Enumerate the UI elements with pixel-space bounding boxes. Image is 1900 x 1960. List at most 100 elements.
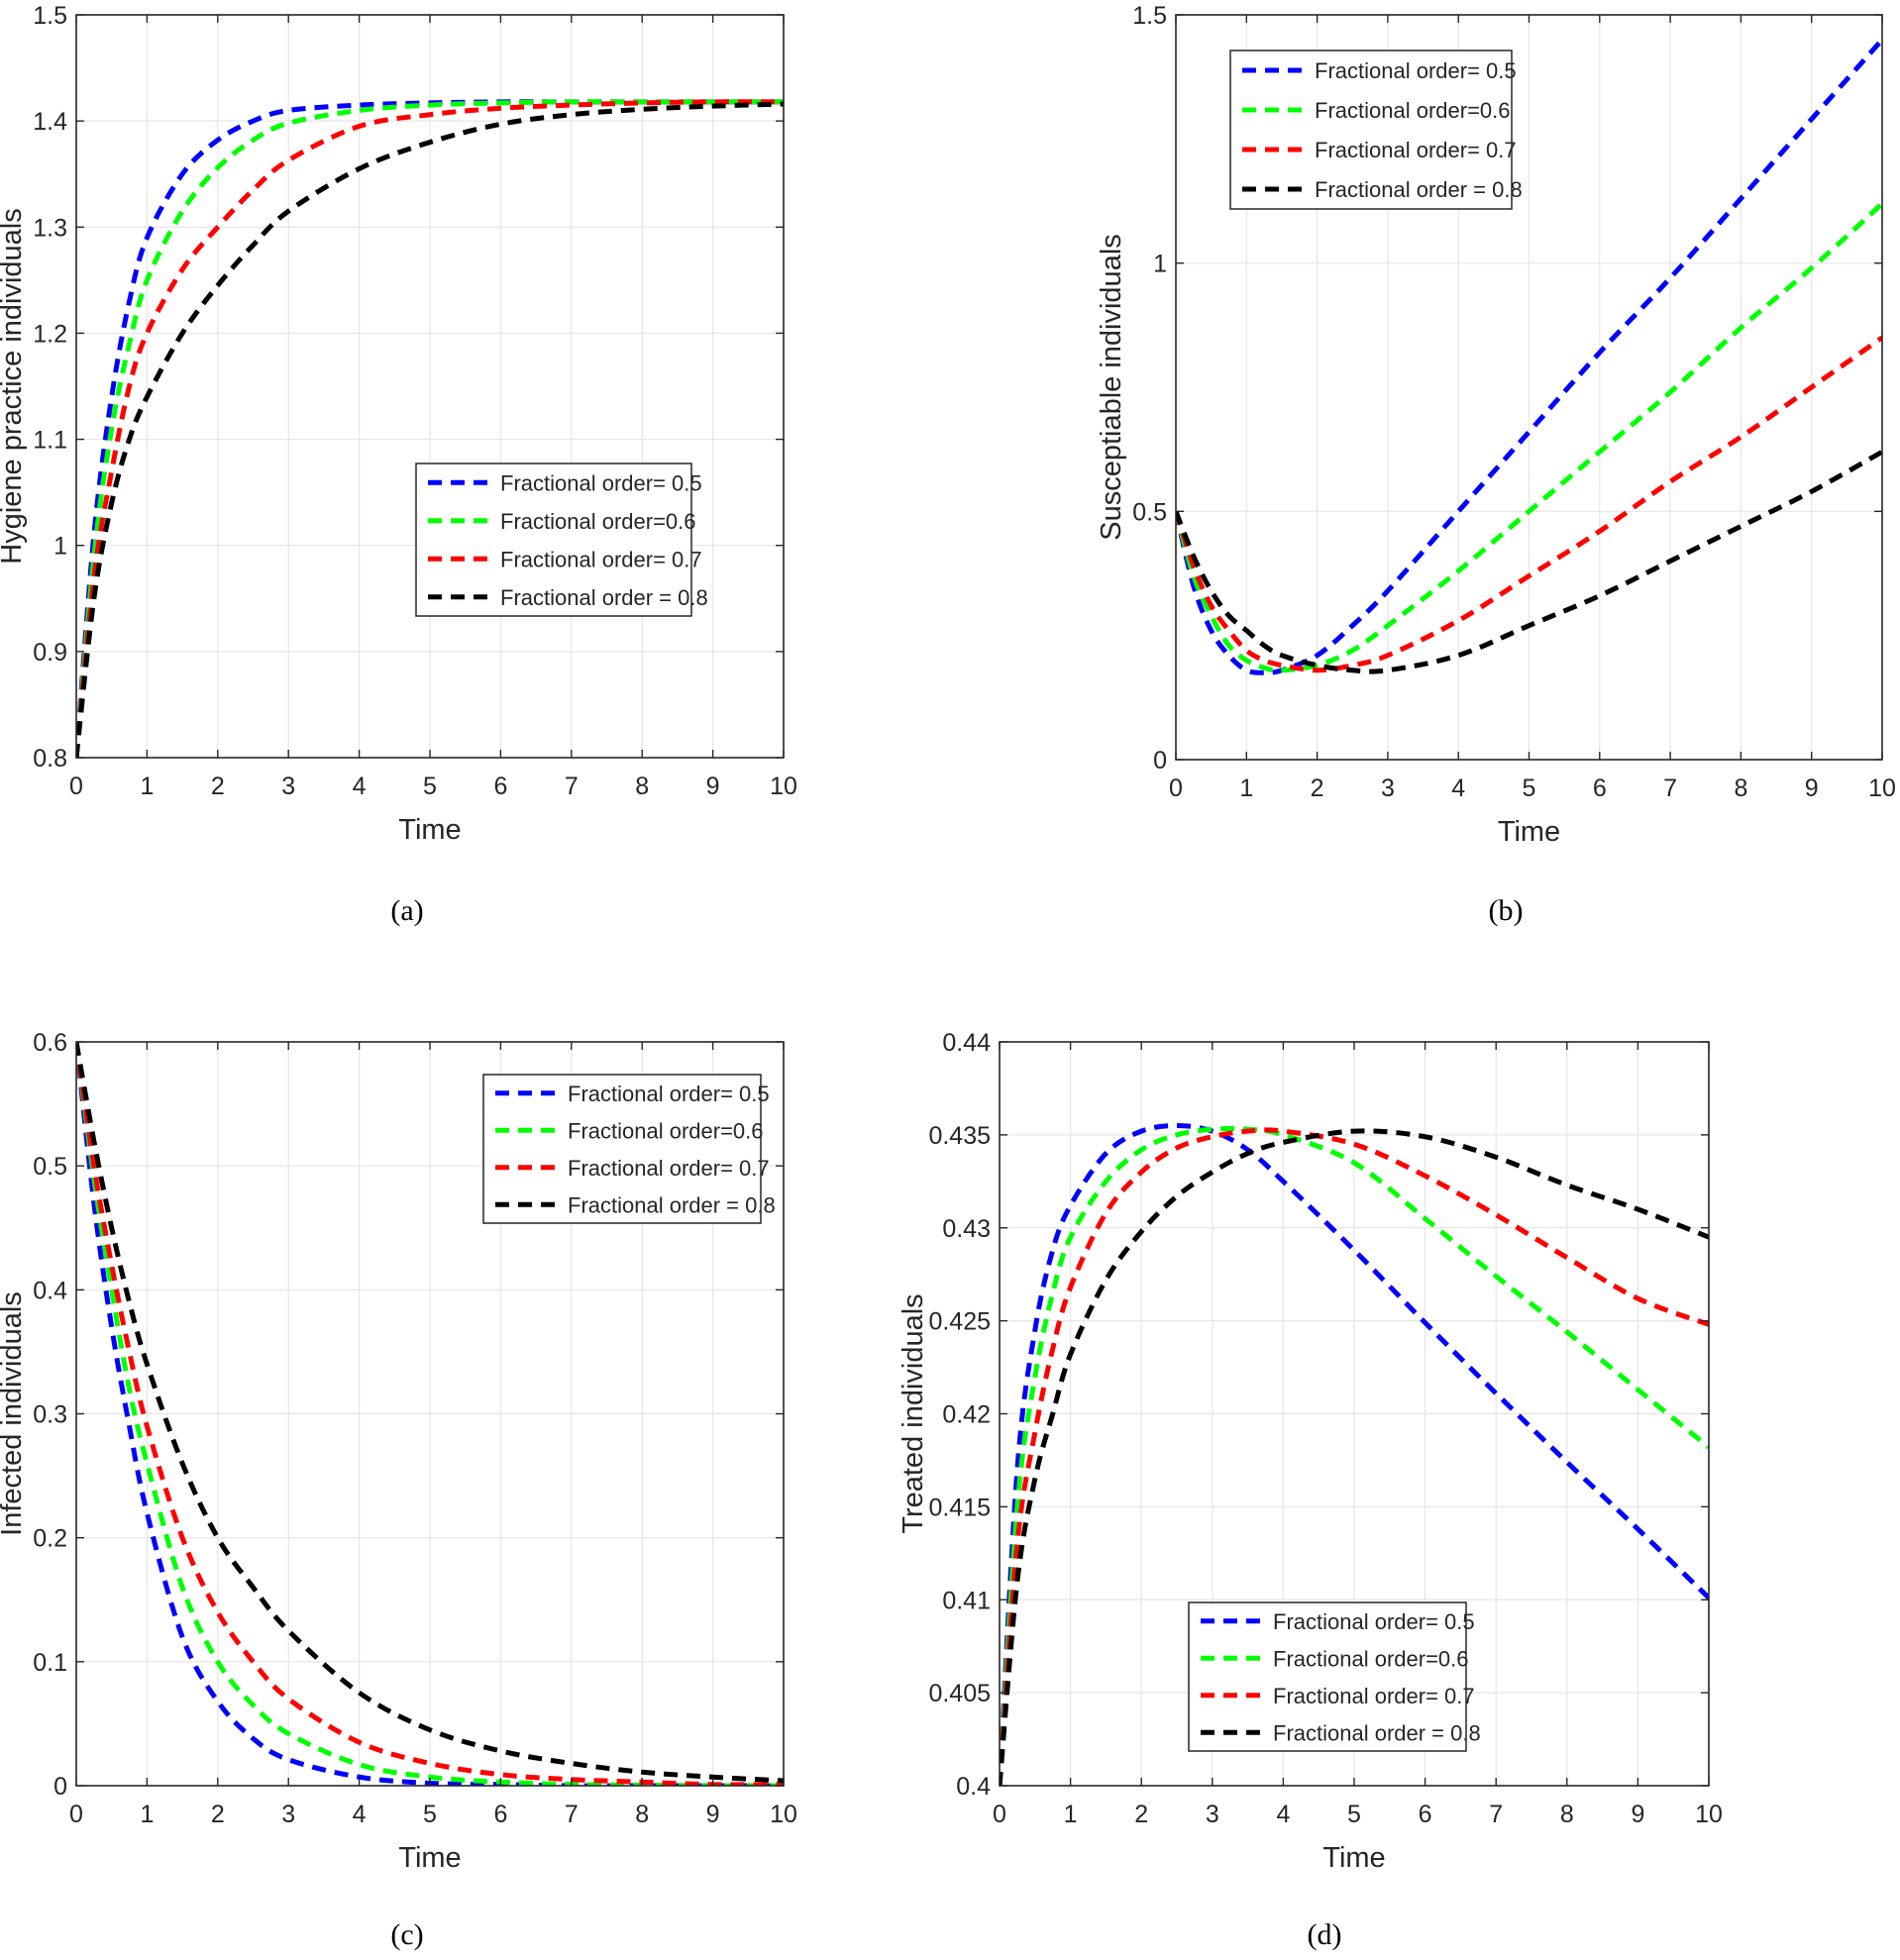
panel-caption: (b)	[1489, 894, 1524, 927]
x-tick-label: 1	[1239, 774, 1253, 802]
legend-label-2: Fractional order=0.6	[1315, 98, 1511, 123]
series-lines	[76, 1042, 784, 1786]
y-tick-label: 1.2	[33, 320, 67, 348]
y-tick-label: 0.8	[33, 745, 67, 773]
y-tick-label: 1.5	[1132, 2, 1167, 30]
series-line-2	[1000, 1126, 1709, 1786]
series-line-3	[1176, 335, 1882, 673]
series-line-4	[1000, 1128, 1709, 1786]
x-tick-label: 3	[281, 1801, 295, 1828]
y-tick-label: 1.1	[33, 427, 67, 455]
series-lines	[1176, 38, 1882, 675]
x-tick-label: 10	[1868, 774, 1896, 802]
legend-label-3: Fractional order= 0.7	[500, 547, 702, 571]
y-tick-label: 0.435	[928, 1122, 991, 1150]
y-tick-label: 1	[53, 533, 67, 561]
legend-label-4: Fractional order = 0.8	[568, 1192, 776, 1217]
y-tick-label: 0.1	[33, 1649, 67, 1677]
x-tick-label: 0	[69, 773, 83, 800]
x-tick-label: 5	[423, 773, 437, 800]
x-tick-label: 7	[565, 773, 579, 800]
x-tick-label: 4	[353, 1801, 367, 1828]
legend: Fractional order= 0.5 Fractional order=0.…	[1229, 50, 1523, 210]
y-tick-label: 0.2	[33, 1525, 67, 1553]
y-tick-label: 0.4	[956, 1773, 991, 1801]
y-tick-label: 1	[1153, 251, 1167, 278]
legend-label-1: Fractional order= 0.5	[1273, 1609, 1475, 1634]
x-tick-label: 0	[993, 1801, 1006, 1828]
x-tick-label: 3	[281, 773, 295, 800]
y-tick-label: 0.405	[928, 1680, 991, 1707]
x-tick-label: 8	[635, 1801, 649, 1828]
ticks: 0 1 2 3 4 5 6 7 8 9 10 0.4 0.405 0.41 0.415 0.42 0.425 0.…	[928, 1029, 1722, 1828]
x-axis-label: Time	[1322, 1842, 1385, 1874]
x-tick-label: 3	[1381, 774, 1395, 802]
x-tick-label: 7	[565, 1801, 579, 1828]
panel-caption: (a)	[390, 894, 423, 927]
series-line-1	[1176, 38, 1882, 675]
legend-box	[1188, 1601, 1467, 1752]
legend-label-2: Fractional order=0.6	[1273, 1646, 1469, 1671]
legend: Fractional order= 0.5 Fractional order=0.…	[1188, 1601, 1481, 1752]
x-tick-label: 2	[1134, 1801, 1148, 1828]
x-tick-label: 6	[1419, 1801, 1432, 1828]
y-tick-label: 0.41	[942, 1587, 991, 1614]
ticks: 0 1 2 3 4 5 6 7 8 9 10 0 0.1 0.2 0.3 0.4 0.5 0.6	[33, 1029, 797, 1828]
y-tick-label: 0.425	[928, 1308, 991, 1336]
x-tick-label: 8	[1734, 774, 1747, 802]
y-tick-label: 1.4	[33, 108, 67, 136]
legend-label-3: Fractional order= 0.7	[1315, 138, 1517, 162]
x-tick-label: 9	[706, 773, 720, 800]
y-tick-label: 0.5	[1132, 498, 1167, 526]
x-tick-label: 8	[1560, 1801, 1574, 1828]
legend-label-1: Fractional order= 0.5	[500, 470, 702, 495]
series-line-4	[76, 1042, 784, 1784]
series-lines	[1000, 1122, 1709, 1786]
legend-label-3: Fractional order= 0.7	[1273, 1684, 1475, 1708]
x-tick-label: 7	[1663, 774, 1677, 802]
y-tick-label: 0.6	[33, 1029, 67, 1057]
series-line-2	[1176, 201, 1882, 673]
series-line-4	[1176, 449, 1882, 674]
series-line-3	[1000, 1127, 1709, 1786]
legend-label-3: Fractional order= 0.7	[568, 1156, 770, 1181]
legend-label-2: Fractional order=0.6	[568, 1118, 764, 1143]
series-line-4	[76, 101, 784, 758]
legend-box	[482, 1074, 762, 1224]
x-tick-label: 10	[770, 1801, 797, 1828]
y-tick-label: 0.415	[928, 1494, 991, 1521]
series-line-1	[1000, 1122, 1709, 1786]
x-tick-label: 10	[1695, 1801, 1723, 1828]
x-tick-label: 5	[423, 1801, 437, 1828]
x-tick-label: 9	[706, 1801, 720, 1828]
x-tick-label: 9	[1631, 1801, 1644, 1828]
series-line-2	[76, 99, 784, 758]
chart-panel-c: 0 1 2 3 4 5 6 7 8 9 10 0 0.1 0.2 0.3 0.4 0.5 0.6 Time Infec…	[0, 1029, 797, 1951]
series-lines	[76, 99, 784, 758]
legend-label-1: Fractional order= 0.5	[568, 1082, 770, 1106]
x-tick-label: 1	[140, 1801, 154, 1828]
legend: Fractional order= 0.5 Fractional order=0.…	[415, 463, 708, 617]
x-tick-label: 9	[1805, 774, 1819, 802]
x-tick-label: 5	[1523, 774, 1536, 802]
x-tick-label: 0	[1169, 774, 1183, 802]
legend-label-4: Fractional order = 0.8	[500, 585, 708, 610]
ticks: 0 1 2 3 4 5 6 7 8 9 10 0 0.5 1 1.5	[1132, 2, 1896, 802]
x-tick-label: 3	[1206, 1801, 1219, 1828]
x-tick-label: 8	[635, 773, 649, 800]
grid	[1000, 1042, 1709, 1786]
x-tick-label: 2	[211, 1801, 225, 1828]
legend-label-4: Fractional order = 0.8	[1273, 1720, 1481, 1745]
y-axis-label: Infected individuals	[0, 1291, 28, 1536]
y-axis-label: Hygiene practice individuals	[0, 208, 28, 564]
y-tick-label: 0.5	[33, 1153, 67, 1181]
chart-panel-a: 0 1 2 3 4 5 6 7 8 9 10 0.8 0.9 1 1.1 1.2 1.3 1.4 1.5 Time Hy…	[0, 2, 797, 927]
x-axis-label: Time	[398, 814, 461, 846]
y-tick-label: 0.3	[33, 1401, 67, 1429]
x-tick-label: 2	[1311, 774, 1324, 802]
series-line-3	[76, 1042, 784, 1786]
legend-box	[415, 463, 692, 617]
x-tick-label: 4	[1276, 1801, 1290, 1828]
legend: Fractional order= 0.5 Fractional order=0.…	[482, 1074, 776, 1224]
x-tick-label: 5	[1347, 1801, 1361, 1828]
